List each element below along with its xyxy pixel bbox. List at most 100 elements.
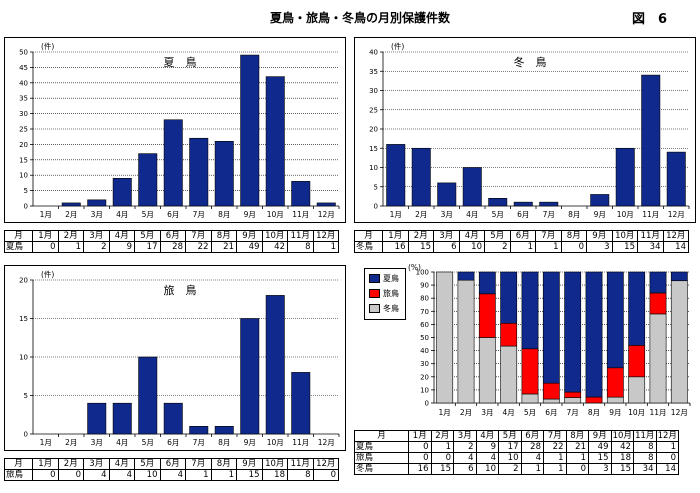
table-cell: 4 (520, 452, 544, 464)
winter-bar (615, 147, 635, 207)
table-header-cell: 10月 (610, 430, 634, 442)
passage-ytick-label: 20 (19, 277, 28, 285)
winter-chart-title: 冬 鳥 (514, 55, 547, 69)
table-header-cell: 8月 (210, 230, 237, 242)
table-cell: 2 (83, 241, 110, 253)
table-cell: 0 (560, 241, 587, 253)
ratio-segment-winter (478, 337, 496, 404)
ratio-chart-panel: 0 10 20 30 40 50 60 70 80 90 100 (%) 1月 2月 3月 4月 5月 6月 7月 8… (354, 262, 696, 427)
winter-ytick-label: 40 (369, 49, 378, 57)
winter-data-table: 月 1月 2月 3月 4月 5月 6月 7月 8月 9月 10月 11月 12月 冬鳥 16 15 6 10 2 1 1… (354, 230, 689, 253)
table-cell: 10 (134, 469, 161, 481)
ratio-segment-summer (457, 271, 475, 281)
table-cell: 4 (475, 452, 499, 464)
table-cell: 1 (210, 469, 237, 481)
legend-swatch-summer (369, 274, 380, 283)
table-header-cell: 3月 (83, 230, 110, 242)
table-cell: 10 (475, 463, 499, 475)
winter-ytick-label: 15 (369, 145, 378, 153)
ratio-table-header-row: 月 1月 2月 3月 4月 5月 6月 7月 8月 9月 10月 11月 12月 (354, 430, 679, 442)
table-header-cell: 10月 (261, 230, 288, 242)
ratio-segment-winter (521, 393, 539, 404)
passage-xtick-label: 2月 (65, 438, 77, 447)
summer-ytick-label: 35 (19, 95, 28, 103)
ratio-xtick-label: 5月 (524, 408, 536, 417)
table-row-label: 冬鳥 (354, 241, 383, 253)
table-cell: 0 (32, 469, 59, 481)
table-cell: 42 (261, 241, 288, 253)
table-cell: 4 (108, 469, 135, 481)
summer-ytick-label: 0 (24, 203, 28, 211)
ratio-segment-winter (457, 279, 475, 404)
table-cell: 6 (453, 463, 477, 475)
ratio-ytick-label: 90 (420, 282, 429, 290)
ratio-ytick-label: 100 (416, 269, 429, 277)
summer-bar (163, 119, 183, 207)
ratio-xtick-label: 8月 (588, 408, 600, 417)
table-cell: 2 (453, 441, 477, 453)
summer-bar (240, 54, 260, 207)
winter-ytick-label: 5 (374, 183, 378, 191)
ratio-ytick-label: 30 (420, 360, 429, 368)
chart-legend: 夏鳥 旅鳥 冬鳥 (364, 268, 406, 320)
ratio-data-table: 月 1月 2月 3月 4月 5月 6月 7月 8月 9月 10月 11月 12月 夏鳥 0 1 2 9 17 28 22… (354, 430, 679, 475)
table-cell: 1 (520, 463, 544, 475)
ratio-segment-summer (478, 271, 496, 295)
passage-xtick-label: 10月 (267, 438, 284, 447)
passage-bar (138, 356, 158, 435)
summer-bar (61, 202, 81, 207)
ratio-segment-summer (606, 271, 624, 369)
passage-bar (189, 426, 209, 435)
table-header-cell: 月 (354, 430, 409, 442)
passage-xtick-label: 5月 (142, 438, 154, 447)
passage-ytick-label: 10 (19, 354, 28, 362)
summer-ytick-label: 30 (19, 110, 28, 118)
ratio-segment-summer (542, 271, 560, 384)
summer-xtick-label: 9月 (244, 210, 256, 219)
table-cell: 14 (662, 241, 689, 253)
table-header-cell: 月 (4, 230, 33, 242)
ratio-xtick-label: 7月 (567, 408, 579, 417)
table-cell: 4 (83, 469, 110, 481)
table-header-cell: 12月 (662, 230, 689, 242)
table-header-cell: 7月 (185, 230, 212, 242)
summer-xtick-label: 1月 (40, 210, 52, 219)
summer-bar (291, 181, 311, 207)
table-header-cell: 7月 (185, 458, 212, 470)
table-cell: 18 (261, 469, 288, 481)
table-cell: 18 (610, 452, 634, 464)
table-header-cell: 8月 (565, 430, 589, 442)
passage-bar (163, 402, 183, 435)
table-cell: 2 (484, 241, 511, 253)
table-header-cell: 11月 (287, 458, 314, 470)
legend-label-passage: 旅鳥 (383, 289, 399, 298)
table-row: 旅鳥 0 0 4 4 10 4 1 1 15 18 8 0 (354, 452, 679, 464)
table-cell: 9 (475, 441, 499, 453)
summer-xtick-label: 4月 (116, 210, 128, 219)
table-header-cell: 4月 (475, 430, 499, 442)
table-header-cell: 月 (4, 458, 33, 470)
table-cell: 28 (159, 241, 186, 253)
ratio-xtick-label: 9月 (609, 408, 621, 417)
ratio-segment-winter (542, 398, 560, 404)
winter-chart-panel: 0 5 10 15 20 25 30 35 40 (件) 冬 鳥 1月 2月 3月 4月 5月 6月 7月 8月 9月… (354, 37, 696, 223)
table-cell: 21 (565, 441, 589, 453)
table-cell: 3 (588, 463, 612, 475)
ratio-segment-summer (564, 271, 582, 393)
table-cell: 0 (408, 441, 432, 453)
table-cell: 15 (588, 452, 612, 464)
table-cell: 6 (433, 241, 460, 253)
table-header-cell: 2月 (430, 430, 454, 442)
winter-unit-label: (件) (391, 41, 404, 51)
ratio-segment-winter (606, 396, 624, 404)
winter-xtick-label: 3月 (441, 210, 453, 219)
table-cell: 22 (185, 241, 212, 253)
ratio-segment-passage (500, 322, 518, 347)
table-header-cell: 5月 (134, 458, 161, 470)
ratio-ytick-label: 10 (420, 386, 429, 394)
summer-unit-label: (件) (41, 41, 54, 51)
summer-ytick-label: 50 (19, 49, 28, 57)
table-header-cell: 5月 (134, 230, 161, 242)
winter-ytick-label: 35 (369, 68, 378, 76)
ratio-segment-passage (585, 396, 603, 404)
